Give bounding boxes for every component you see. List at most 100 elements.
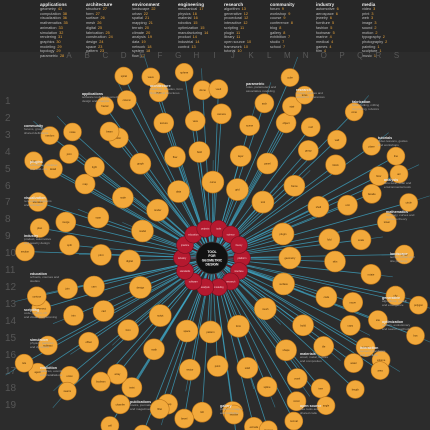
topic-node-circle[interactable] <box>316 396 336 416</box>
topic-node[interactable]: shell <box>307 196 330 218</box>
topic-node[interactable]: vault <box>208 79 229 99</box>
topic-node-circle[interactable] <box>297 140 319 161</box>
topic-node[interactable]: texture <box>153 112 175 134</box>
topic-node[interactable]: panel <box>256 152 279 175</box>
topic-node-circle[interactable] <box>57 278 78 299</box>
topic-node-circle[interactable] <box>337 194 358 216</box>
topic-node-circle[interactable] <box>107 363 128 385</box>
topic-node-circle[interactable] <box>251 190 275 214</box>
topic-node-circle[interactable] <box>28 192 48 212</box>
topic-node-circle[interactable] <box>275 339 297 362</box>
topic-node-circle[interactable] <box>224 404 244 425</box>
topic-node-circle[interactable] <box>313 336 335 357</box>
category-node[interactable] <box>230 236 248 254</box>
topic-node[interactable]: plugin <box>271 222 295 246</box>
topic-node-circle[interactable] <box>143 338 165 361</box>
topic-node-circle[interactable] <box>38 335 58 356</box>
topic-node-circle[interactable] <box>91 371 111 392</box>
topic-node-circle[interactable] <box>87 206 110 229</box>
topic-node[interactable]: data <box>167 180 190 203</box>
topic-node-circle[interactable] <box>55 211 77 233</box>
topic-node[interactable]: unit <box>337 194 358 216</box>
topic-node[interactable]: surface <box>272 272 295 296</box>
topic-node[interactable]: rule <box>14 353 34 373</box>
topic-node[interactable]: fold <box>318 228 341 251</box>
topic-node[interactable]: spiral <box>114 66 134 86</box>
topic-node[interactable]: tree <box>310 378 331 399</box>
topic-node-circle[interactable] <box>253 297 277 321</box>
topic-node[interactable]: roof <box>300 117 321 137</box>
topic-node-circle[interactable] <box>63 122 82 142</box>
topic-node[interactable]: boolean <box>91 371 111 392</box>
topic-node-circle[interactable] <box>63 305 84 326</box>
topic-node[interactable]: circle <box>399 193 419 212</box>
topic-node[interactable]: form <box>227 314 250 338</box>
topic-node[interactable]: shape <box>275 339 297 362</box>
topic-node-circle[interactable] <box>406 326 425 346</box>
topic-node[interactable]: swarm <box>58 381 77 401</box>
topic-node-circle[interactable] <box>360 263 382 285</box>
topic-node[interactable]: facade <box>361 184 382 204</box>
topic-node[interactable]: tile <box>313 336 335 357</box>
topic-node-circle[interactable] <box>236 357 259 379</box>
topic-node-circle[interactable] <box>342 292 364 313</box>
topic-node[interactable]: render <box>146 198 169 222</box>
topic-node-circle[interactable] <box>179 358 201 381</box>
topic-node[interactable]: torus <box>295 85 314 105</box>
topic-node-circle[interactable] <box>164 146 186 168</box>
topic-node[interactable]: joint <box>59 144 79 164</box>
topic-node-circle[interactable] <box>254 93 275 114</box>
topic-node-circle[interactable] <box>174 408 194 429</box>
topic-node-circle[interactable] <box>112 186 134 209</box>
topic-node-circle[interactable] <box>409 295 428 315</box>
topic-node[interactable]: scan <box>87 206 110 229</box>
topic-node[interactable]: plan <box>29 218 50 238</box>
topic-node-circle[interactable] <box>175 319 199 343</box>
topic-node-circle[interactable] <box>149 304 172 327</box>
topic-node[interactable]: floor <box>368 166 389 186</box>
topic-node-circle[interactable] <box>83 275 105 298</box>
topic-node[interactable]: view <box>185 110 206 132</box>
topic-node[interactable]: code <box>315 286 338 308</box>
topic-node-circle[interactable] <box>344 102 364 122</box>
topic-node[interactable]: polygon <box>409 295 428 315</box>
topic-node[interactable]: agent <box>28 362 48 382</box>
topic-node-circle[interactable] <box>134 424 152 430</box>
topic-node[interactable]: plane <box>362 137 381 156</box>
topic-node[interactable]: flow <box>164 146 186 168</box>
topic-node-circle[interactable] <box>14 353 34 373</box>
topic-node[interactable]: cube <box>280 68 300 87</box>
topic-node[interactable]: block <box>325 154 346 176</box>
topic-node[interactable]: tool <box>251 190 275 214</box>
topic-node-circle[interactable] <box>362 137 381 156</box>
topic-node-circle[interactable] <box>300 117 321 137</box>
topic-node[interactable]: build <box>292 314 314 337</box>
topic-node-circle[interactable] <box>325 154 346 176</box>
topic-node[interactable]: truss <box>149 82 169 103</box>
topic-node-circle[interactable] <box>99 121 120 142</box>
topic-node[interactable]: subtract <box>38 335 58 356</box>
topic-node[interactable]: vector <box>179 358 201 381</box>
topic-node[interactable]: map <box>74 173 96 195</box>
topic-node-circle[interactable] <box>129 276 152 299</box>
topic-node-circle[interactable] <box>129 152 152 175</box>
topic-node-circle[interactable] <box>278 246 302 270</box>
topic-node[interactable]: copy <box>339 315 361 336</box>
topic-node-circle[interactable] <box>271 222 295 246</box>
topic-node[interactable]: growth <box>134 424 152 430</box>
topic-node[interactable]: box <box>406 326 425 346</box>
topic-node-circle[interactable] <box>199 320 222 344</box>
topic-node[interactable]: grid <box>226 178 249 201</box>
topic-node-circle[interactable] <box>318 228 341 251</box>
topic-node-circle[interactable] <box>118 249 141 273</box>
topic-node[interactable]: site <box>368 310 388 330</box>
topic-node-circle[interactable] <box>324 250 346 273</box>
topic-node-circle[interactable] <box>286 391 307 412</box>
topic-node[interactable]: loft <box>191 401 213 423</box>
topic-node-circle[interactable] <box>343 353 364 373</box>
topic-node[interactable]: geometry <box>278 246 302 270</box>
topic-node[interactable]: column <box>117 90 137 110</box>
topic-node[interactable]: cell <box>100 416 120 430</box>
topic-node-circle[interactable] <box>149 399 170 419</box>
topic-node[interactable]: design <box>129 276 152 299</box>
